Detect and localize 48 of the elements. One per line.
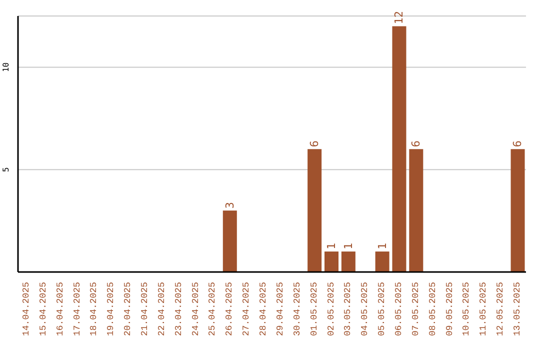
x-tick-label: 21.04.2025	[140, 282, 150, 336]
y-tick-label: 10	[2, 62, 10, 72]
x-tick-label: 18.04.2025	[89, 282, 100, 336]
x-tick-label: 12.05.2025	[496, 282, 506, 336]
x-tick-label: 08.05.2025	[428, 282, 438, 336]
y-tick-label: 5	[2, 167, 10, 172]
x-tick-label: 07.05.2025	[410, 282, 421, 336]
x-tick-label: 14.04.2025	[21, 282, 32, 336]
x-tick-label: 23.04.2025	[174, 282, 184, 336]
data-label: 12	[392, 10, 406, 24]
bar	[308, 149, 322, 272]
x-tick-label: 30.04.2025	[292, 282, 302, 336]
x-tick-label: 05.05.2025	[377, 282, 388, 336]
x-tick-label: 15.04.2025	[38, 282, 48, 336]
x-tick-label: 29.04.2025	[275, 282, 286, 336]
x-tick-label: 04.05.2025	[360, 282, 370, 336]
bar	[324, 252, 338, 272]
data-label: 6	[410, 140, 423, 148]
data-label: 6	[511, 140, 524, 148]
x-tick-label: 28.04.2025	[258, 282, 269, 336]
data-label: 1	[324, 242, 338, 250]
x-tick-label: 16.04.2025	[55, 282, 66, 336]
x-tick-label: 02.05.2025	[326, 282, 336, 336]
x-tick-label: 10.05.2025	[462, 282, 472, 336]
x-tick-label: 22.04.2025	[156, 282, 167, 336]
x-tick-label: 01.05.2025	[309, 282, 320, 336]
x-tick-label: 19.04.2025	[106, 282, 116, 336]
x-tick-label: 09.05.2025	[444, 282, 455, 336]
bar	[222, 210, 237, 272]
bar	[510, 149, 525, 272]
x-tick-label: 24.04.2025	[190, 282, 201, 336]
x-tick-label: 20.04.2025	[123, 282, 134, 336]
x-tick-label: 03.05.2025	[343, 282, 354, 336]
bar	[392, 26, 406, 272]
data-label: 3	[223, 202, 236, 209]
x-tick-label: 17.04.2025	[72, 282, 82, 336]
x-tick-label: 06.05.2025	[394, 282, 404, 336]
x-tick-label: 13.05.2025	[512, 282, 523, 336]
bar	[409, 149, 424, 272]
x-tick-label: 25.04.2025	[208, 282, 218, 336]
x-tick-label: 27.04.2025	[242, 282, 252, 336]
data-label: 6	[308, 140, 322, 148]
x-tick-label: 26.04.2025	[224, 282, 235, 336]
bar	[341, 252, 356, 272]
data-label: 1	[376, 242, 389, 250]
data-label: 1	[342, 242, 355, 250]
x-tick-label: 11.05.2025	[478, 282, 489, 336]
bar	[375, 252, 390, 272]
